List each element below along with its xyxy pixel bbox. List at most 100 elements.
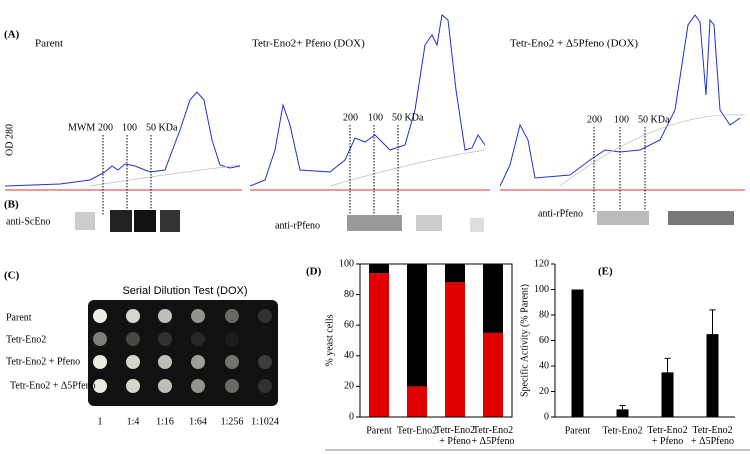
panel-label: (C) (4, 270, 20, 282)
x-tick-label: Tetr-Eno2 + Pfeno (647, 425, 687, 447)
spot (225, 379, 239, 393)
spot (158, 332, 172, 346)
y-axis-label: % yeast cells (324, 314, 335, 366)
y-axis-label: Specific Activity (% Parent) (519, 284, 530, 397)
marker-label: MWM (68, 122, 95, 133)
y-tick-label: 0 (349, 411, 354, 422)
spot (258, 379, 272, 393)
marker-label: 50 KDa (638, 114, 670, 125)
y-tick-label: 40 (539, 360, 549, 371)
marker-label: 100 (122, 122, 137, 133)
y-tick-label: 40 (344, 350, 354, 361)
spot (126, 355, 140, 369)
chromatogram (4, 91, 241, 187)
y-label: OD 280 (4, 124, 15, 156)
spot (191, 379, 205, 393)
row-label: Parent (6, 312, 32, 323)
column-label: 1:256 (221, 416, 244, 427)
row-label: Tetr-Eno2 + Pfeno (6, 356, 80, 367)
y-tick-label: 0 (544, 411, 549, 422)
bar (661, 372, 674, 417)
trace-title: Tetr-Eno2+ Pfeno (DOX) (252, 38, 365, 50)
marker-label: 50 KDa (146, 122, 178, 133)
bar-segment (369, 273, 389, 417)
x-tick-label: Tetr-Eno2 + Pfeno (435, 425, 475, 447)
y-tick-label: 80 (539, 309, 549, 320)
row-labels: Parent Tetr-Eno2 Tetr-Eno2 + Pfeno Tetr-Eno… (6, 312, 96, 391)
fit-line (89, 114, 746, 187)
spot (258, 355, 272, 369)
spot (93, 355, 107, 369)
y-tick-label: 100 (339, 258, 354, 269)
chromatogram (499, 14, 741, 187)
spot (93, 332, 107, 346)
marker-label: 50 KDa (392, 112, 424, 123)
error-bar (709, 309, 716, 335)
y-tick-label: 80 (344, 289, 354, 300)
panel-label: (D) (306, 266, 322, 278)
panel-label: (A) (4, 29, 20, 41)
spot (158, 379, 172, 393)
spot (93, 379, 107, 393)
marker-label: 100 (614, 114, 629, 125)
spot (126, 309, 140, 323)
bar-segment (445, 264, 465, 283)
spot (225, 332, 239, 346)
charts: % yeast cells 0 20 40 60 80 100 Parent Tetr-Eno2… (324, 258, 735, 447)
spot (158, 355, 172, 369)
spot (258, 309, 272, 323)
bar-segment (407, 386, 427, 417)
x-tick-label: Parent (366, 425, 392, 436)
marker-label: 200 (587, 114, 602, 125)
y-tick-label: 100 (534, 284, 549, 295)
spot (191, 355, 205, 369)
marker-label: 200 (98, 122, 113, 133)
y-tick-label: 20 (539, 386, 549, 397)
spot (191, 332, 205, 346)
column-labels: 1 1:4 1:16 1:64 1:256 1:1024 (98, 416, 279, 427)
blot (416, 215, 442, 231)
column-label: 1:1024 (251, 416, 279, 427)
column-label: 1:16 (156, 416, 174, 427)
antibody-label: anti-rPfeno (538, 208, 583, 219)
blots (75, 210, 734, 232)
bar (616, 409, 629, 417)
spot (158, 309, 172, 323)
x-tick-label: Tetr-Eno2 (602, 425, 642, 436)
spot (93, 309, 107, 323)
blot (134, 210, 156, 232)
spot (126, 332, 140, 346)
spot (225, 355, 239, 369)
error-bar (664, 357, 671, 373)
blot (160, 210, 180, 232)
marker-label: 100 (368, 112, 383, 123)
error-bar (619, 405, 626, 410)
x-tick-label: Tetr-Eno2 + Δ5Pfeno (472, 425, 515, 447)
y-tick-label: 120 (534, 258, 549, 269)
plate-title: Serial Dilution Test (DOX) (122, 285, 247, 297)
plate (88, 300, 278, 406)
spot (191, 309, 205, 323)
y-tick-label: 60 (344, 319, 354, 330)
plot-frame (359, 263, 513, 418)
bar-segment (369, 264, 389, 274)
row-label: Tetr-Eno2 + Δ5Pfeno (10, 380, 96, 391)
bar (571, 289, 584, 417)
column-label: 1 (98, 416, 103, 427)
blot (470, 218, 484, 232)
x-tick-label: Tetr-Eno2 + Δ5Pfeno (691, 425, 734, 447)
x-tick-label: Tetr-Eno2 (397, 425, 437, 436)
blot (110, 210, 132, 232)
column-label: 1:4 (127, 416, 140, 427)
blot (597, 211, 649, 225)
row-label: Tetr-Eno2 (6, 334, 46, 345)
blot (75, 212, 95, 230)
trace-title: Tetr-Eno2 + Δ5Pfeno (DOX) (510, 38, 638, 50)
bar-segment (407, 264, 427, 387)
x-tick-label: Parent (565, 425, 591, 436)
marker-label: 200 (343, 112, 358, 123)
antibody-label: anti-ScEno (6, 216, 50, 227)
spot (225, 309, 239, 323)
y-tick-label: 20 (344, 381, 354, 392)
